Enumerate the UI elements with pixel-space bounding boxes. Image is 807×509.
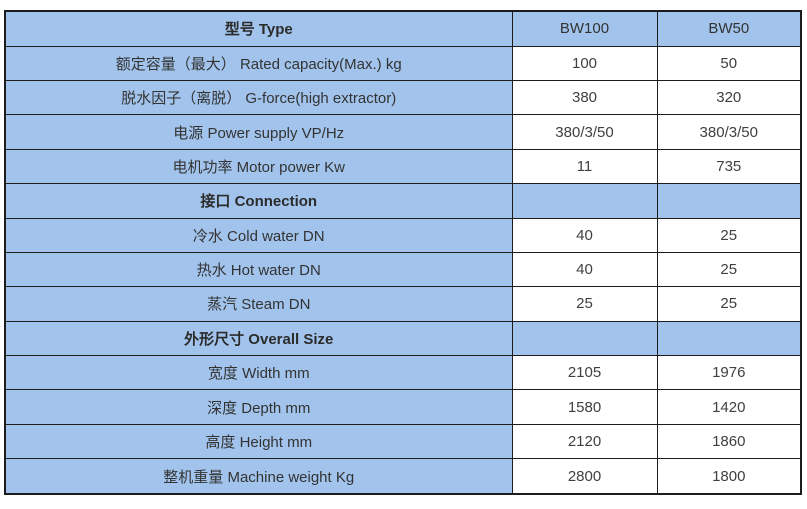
bw100-value: 11 [511, 148, 658, 185]
row-label: 宽度 Width mm [4, 355, 513, 391]
header-type-label: 型号 Type [4, 10, 513, 47]
bw100-value: 2800 [511, 458, 658, 495]
row-label: 冷水 Cold water DN [4, 217, 513, 253]
bw50-value [656, 183, 802, 219]
row-power-supply: 电源 Power supply VP/Hz 380/3/50 380/3/50 [4, 114, 802, 150]
row-steam: 蒸汽 Steam DN 25 25 [4, 286, 802, 322]
row-label: 深度 Depth mm [4, 389, 513, 425]
row-label: 蒸汽 Steam DN [4, 286, 513, 322]
bw100-value: 380/3/50 [511, 114, 658, 150]
row-cold-water: 冷水 Cold water DN 40 25 [4, 217, 802, 253]
row-motor-power: 电机功率 Motor power Kw 11 735 [4, 148, 802, 185]
row-label: 电源 Power supply VP/Hz [4, 114, 513, 150]
row-height: 高度 Height mm 2120 1860 [4, 423, 802, 460]
section-row-overall-size: 外形尺寸 Overall Size [4, 320, 802, 357]
header-model-bw100: BW100 [511, 10, 658, 47]
bw100-value: 2120 [511, 423, 658, 460]
bw50-value: 25 [656, 217, 802, 253]
row-label: 热水 Hot water DN [4, 251, 513, 288]
bw100-value: 1580 [511, 389, 658, 425]
bw50-value: 50 [656, 45, 802, 82]
row-width: 宽度 Width mm 2105 1976 [4, 355, 802, 391]
bw100-value: 40 [511, 251, 658, 288]
row-hot-water: 热水 Hot water DN 40 25 [4, 251, 802, 288]
row-label: 脱水因子（离脱） G-force(high extractor) [4, 80, 513, 116]
bw100-value [511, 183, 658, 219]
table-header-row: 型号 Type BW100 BW50 [4, 10, 802, 47]
bw50-value: 25 [656, 286, 802, 322]
row-label: 电机功率 Motor power Kw [4, 148, 513, 185]
section-row-connection: 接口 Connection [4, 183, 802, 219]
row-machine-weight: 整机重量 Machine weight Kg 2800 1800 [4, 458, 802, 495]
row-depth: 深度 Depth mm 1580 1420 [4, 389, 802, 425]
bw50-value: 25 [656, 251, 802, 288]
row-rated-capacity: 额定容量（最大） Rated capacity(Max.) kg 100 50 [4, 45, 802, 82]
row-label: 高度 Height mm [4, 423, 513, 460]
bw50-value: 380/3/50 [656, 114, 802, 150]
row-g-force: 脱水因子（离脱） G-force(high extractor) 380 320 [4, 80, 802, 116]
spec-table: 型号 Type BW100 BW50 额定容量（最大） Rated capaci… [4, 10, 802, 495]
bw100-value: 100 [511, 45, 658, 82]
bw100-value: 40 [511, 217, 658, 253]
bw50-value: 1800 [656, 458, 802, 495]
row-label: 额定容量（最大） Rated capacity(Max.) kg [4, 45, 513, 82]
bw50-value: 1976 [656, 355, 802, 391]
bw50-value [656, 320, 802, 357]
bw100-value: 2105 [511, 355, 658, 391]
header-model-bw50: BW50 [656, 10, 802, 47]
bw50-value: 320 [656, 80, 802, 116]
bw100-value [511, 320, 658, 357]
bw100-value: 25 [511, 286, 658, 322]
bw100-value: 380 [511, 80, 658, 116]
section-label: 接口 Connection [4, 183, 513, 219]
bw50-value: 735 [656, 148, 802, 185]
bw50-value: 1420 [656, 389, 802, 425]
section-label: 外形尺寸 Overall Size [4, 320, 513, 357]
row-label: 整机重量 Machine weight Kg [4, 458, 513, 495]
bw50-value: 1860 [656, 423, 802, 460]
